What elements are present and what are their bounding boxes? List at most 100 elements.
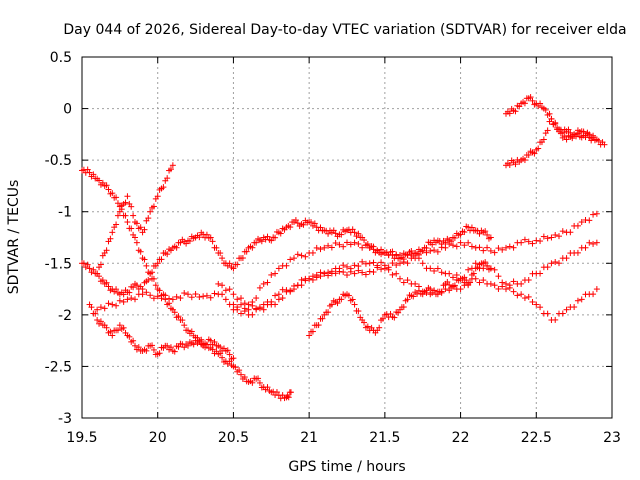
data-point xyxy=(188,328,195,335)
data-point xyxy=(167,166,174,173)
data-point xyxy=(590,291,597,298)
data-point xyxy=(332,270,339,277)
data-point xyxy=(260,306,267,313)
chart-title: Day 044 of 2026, Sidereal Day-to-day VTE… xyxy=(63,22,626,38)
data-point xyxy=(521,157,528,164)
data-point xyxy=(484,231,491,238)
data-point xyxy=(207,294,214,301)
data-point xyxy=(574,130,581,137)
data-point xyxy=(147,208,154,215)
data-point xyxy=(230,291,237,298)
data-point xyxy=(423,289,430,296)
data-point xyxy=(116,208,123,215)
y-axis-label: SDTVAR / TECUs xyxy=(6,180,22,295)
data-point xyxy=(533,301,540,308)
data-point xyxy=(385,266,392,273)
data-point xyxy=(552,120,559,127)
data-point xyxy=(556,233,562,240)
data-point xyxy=(272,270,279,277)
data-point xyxy=(593,136,600,143)
data-point xyxy=(332,240,339,247)
data-point xyxy=(393,270,400,277)
data-point xyxy=(154,260,161,267)
data-point xyxy=(408,248,415,255)
data-point xyxy=(156,287,163,294)
data-point xyxy=(164,342,171,349)
data-point xyxy=(164,251,171,258)
data-point xyxy=(114,200,121,207)
data-point xyxy=(370,259,377,266)
data-point xyxy=(495,245,502,252)
data-point xyxy=(311,220,318,227)
data-point xyxy=(253,295,260,302)
y-tick-label: -0.5 xyxy=(45,153,72,169)
data-point xyxy=(238,371,244,378)
data-point xyxy=(203,231,210,238)
data-point xyxy=(446,270,453,277)
data-point xyxy=(256,284,263,291)
data-point xyxy=(230,355,237,362)
data-point xyxy=(378,259,385,266)
data-point xyxy=(325,242,332,249)
data-point xyxy=(232,364,239,371)
data-point xyxy=(491,282,498,289)
data-point xyxy=(241,374,248,381)
data-point xyxy=(287,389,294,396)
data-point xyxy=(238,301,244,308)
data-point xyxy=(234,261,241,268)
data-point xyxy=(128,225,135,232)
data-point xyxy=(275,291,282,298)
data-point xyxy=(457,239,464,246)
data-point xyxy=(548,260,555,267)
data-point xyxy=(457,231,464,238)
y-tick-label: -1 xyxy=(58,205,72,221)
data-point xyxy=(484,262,491,269)
data-point xyxy=(404,296,411,303)
data-point xyxy=(393,262,400,269)
data-point xyxy=(499,283,506,290)
data-point xyxy=(355,240,362,247)
data-point xyxy=(427,247,434,254)
data-point xyxy=(506,284,513,291)
data-point xyxy=(175,343,182,350)
data-point xyxy=(268,237,275,244)
data-point xyxy=(277,230,284,237)
data-point xyxy=(309,273,316,280)
data-point xyxy=(317,246,324,253)
data-point xyxy=(92,310,99,317)
data-point xyxy=(544,264,551,271)
data-point xyxy=(593,239,600,246)
data-point xyxy=(578,219,585,226)
data-point xyxy=(374,264,381,271)
data-point xyxy=(306,332,313,339)
data-point xyxy=(272,301,279,308)
data-point xyxy=(230,265,237,272)
data-point xyxy=(465,239,472,246)
data-point xyxy=(491,266,498,273)
data-point xyxy=(571,304,578,311)
data-point xyxy=(243,248,250,255)
data-point xyxy=(569,135,576,142)
data-point xyxy=(186,238,193,245)
data-point xyxy=(105,300,112,307)
data-point xyxy=(272,292,279,299)
data-point xyxy=(284,393,291,400)
data-point xyxy=(487,247,494,254)
data-point xyxy=(238,295,244,302)
data-point xyxy=(552,316,559,323)
data-point xyxy=(578,296,585,303)
data-point xyxy=(152,282,159,289)
data-point xyxy=(124,296,131,303)
data-point xyxy=(516,103,523,110)
data-point xyxy=(340,269,347,276)
data-point xyxy=(256,305,263,312)
data-point xyxy=(465,266,472,273)
data-point xyxy=(313,274,320,281)
data-point xyxy=(574,297,581,304)
data-point xyxy=(476,244,483,251)
data-point xyxy=(328,301,335,308)
data-point xyxy=(427,265,434,272)
data-point xyxy=(336,268,343,275)
data-point xyxy=(355,230,362,237)
y-tick-label: 0.5 xyxy=(50,50,72,66)
